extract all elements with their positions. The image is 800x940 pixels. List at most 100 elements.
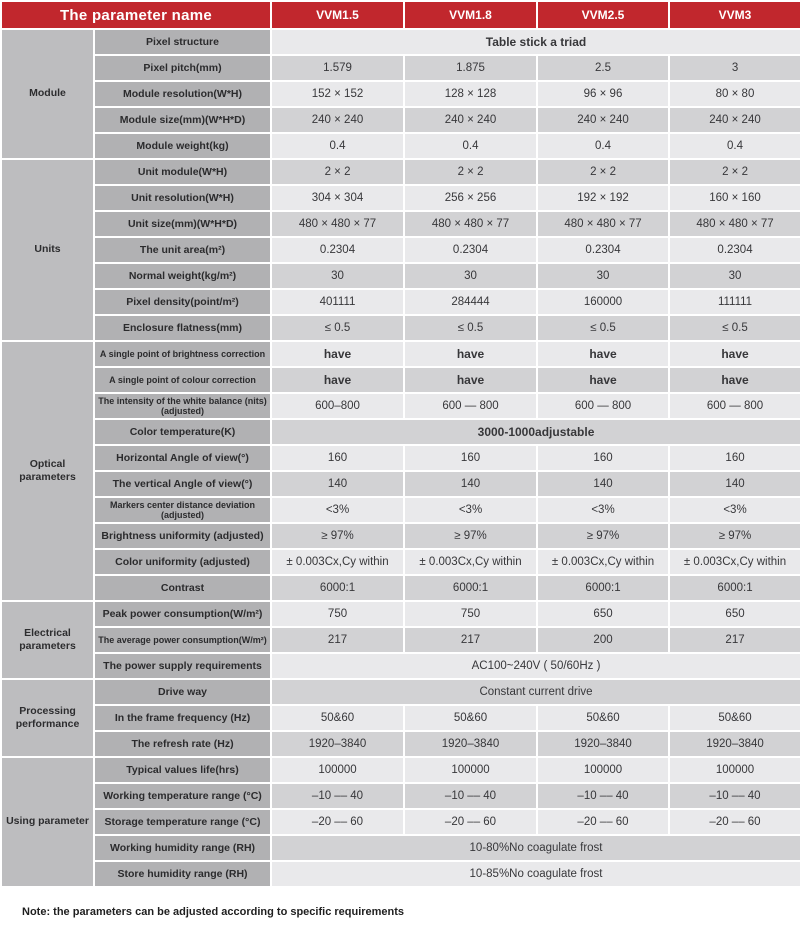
param-label: Contrast [92, 574, 273, 602]
table-row: Module Pixel structure Table stick a triad [0, 28, 800, 160]
value-cell: 160000 [536, 288, 671, 316]
value-cell: 0.2304 [403, 236, 539, 264]
value-cell: 217 [270, 626, 406, 654]
value-cell: 401111 [270, 288, 406, 316]
value-cell: 480 × 480 × 77 [668, 210, 800, 238]
param-label: The power supply requirements [92, 652, 273, 680]
table-row: A single point of colour correction have h… [1, 366, 800, 394]
param-label: Color uniformity (adjusted) [92, 548, 273, 576]
value-cell: 6000:1 [536, 574, 671, 602]
table-row: The average power consumption(W/m²) 217 21… [1, 626, 800, 654]
param-label: Pixel pitch(mm) [92, 54, 273, 82]
value-cell: 284444 [403, 288, 539, 316]
category-cell: Module [0, 28, 95, 160]
value-cell: 80 × 80 [668, 80, 800, 108]
value-cell: –20 –– 60 [403, 808, 539, 836]
param-label: Typical values life(hrs) [92, 756, 273, 784]
value-cell: 600 — 800 [668, 392, 800, 420]
spec-sheet: The parameter name VVM1.5 VVM1.8 VVM2.5 … [0, 0, 800, 918]
value-cell: 650 [668, 600, 800, 628]
value-cell: have [270, 340, 406, 368]
table-row: Unit resolution(W*H) 304 × 304 256 × 256 19… [1, 184, 800, 212]
value-cell: ≥ 97% [536, 522, 671, 550]
value-cell: 30 [403, 262, 539, 290]
value-cell: 140 [403, 470, 539, 498]
table-row: Storage temperature range (°C) –20 –– 60–… [1, 808, 800, 836]
value-cell: ≥ 97% [270, 522, 406, 550]
value-cell: 128 × 128 [403, 80, 539, 108]
value-cell: 140 [270, 470, 406, 498]
value-cell: 240 × 240 [536, 106, 671, 134]
value-cell: 2 × 2 [536, 158, 671, 186]
value-cell: ≥ 97% [668, 522, 800, 550]
value-cell: 160 × 160 [668, 184, 800, 212]
value-cell: 750 [270, 600, 406, 628]
value-cell: 111111 [668, 288, 800, 316]
table-row: Enclosure flatness(mm) ≤ 0.5 ≤ 0.5 ≤ 0.5 ≤ 0… [1, 314, 800, 342]
table-row: Optical parameters A single point of brig… [0, 340, 800, 602]
value-cell: 160 [668, 444, 800, 472]
header-row: The parameter name VVM1.5 VVM1.8 VVM2.5 … [0, 0, 800, 30]
table-row: Electrical parameters Peak power consumpt… [0, 600, 800, 680]
table-row: Color temperature(K) 3000-1000adjustable [1, 418, 800, 446]
value-cell: 304 × 304 [270, 184, 406, 212]
value-cell: 50&60 [270, 704, 406, 732]
param-label: Pixel structure [92, 28, 273, 56]
param-label: Working temperature range (°C) [92, 782, 273, 810]
value-cell: 50&60 [536, 704, 671, 732]
value-cell: –10 –– 40 [270, 782, 406, 810]
value-cell: ≤ 0.5 [668, 314, 800, 342]
value-cell: 2.5 [536, 54, 671, 82]
value-cell: 1.875 [403, 54, 539, 82]
param-label: The vertical Angle of view(°) [92, 470, 273, 498]
table-row: Color uniformity (adjusted) ± 0.003Cx,Cy … [1, 548, 800, 576]
parameter-name-header: The parameter name [0, 0, 273, 30]
table-row: Pixel density(point/m²) 401111 284444 16000… [1, 288, 800, 316]
value-cell-merged: 3000-1000adjustable [270, 418, 800, 446]
value-cell: 0.4 [270, 132, 406, 160]
table-row: Unit size(mm)(W*H*D) 480 × 480 × 77 480 × … [1, 210, 800, 238]
value-cell: 0.4 [668, 132, 800, 160]
param-label: Markers center distance deviation (adjus… [92, 496, 273, 524]
value-cell-merged: 10-85%No coagulate frost [270, 860, 800, 888]
value-cell: 240 × 240 [668, 106, 800, 134]
table-row: Working humidity range (RH) 10-80%No coag… [1, 834, 800, 862]
value-cell: <3% [536, 496, 671, 524]
param-label: Pixel density(point/m²) [92, 288, 273, 316]
value-cell: 100000 [536, 756, 671, 784]
table-row: The vertical Angle of view(°) 140 140 140 14… [1, 470, 800, 498]
param-label: Unit resolution(W*H) [92, 184, 273, 212]
param-label: Working humidity range (RH) [92, 834, 273, 862]
value-cell: 3 [668, 54, 800, 82]
value-cell: ± 0.003Cx,Cy within [403, 548, 539, 576]
value-cell: ± 0.003Cx,Cy within [668, 548, 800, 576]
value-cell: 750 [403, 600, 539, 628]
value-cell-merged: Table stick a triad [270, 28, 800, 56]
table-row: Module resolution(W*H) 152 × 152 128 × 128… [1, 80, 800, 108]
param-label: Unit size(mm)(W*H*D) [92, 210, 273, 238]
value-cell: 100000 [270, 756, 406, 784]
param-label: The unit area(m²) [92, 236, 273, 264]
value-cell: 0.2304 [270, 236, 406, 264]
value-cell: 1.579 [270, 54, 406, 82]
value-cell: 480 × 480 × 77 [270, 210, 406, 238]
value-cell: 140 [536, 470, 671, 498]
model-header-vvm2-5: VVM2.5 [536, 0, 671, 30]
model-header-vvm3: VVM3 [668, 0, 800, 30]
param-label: Store humidity range (RH) [92, 860, 273, 888]
value-cell: 140 [668, 470, 800, 498]
spec-table: The parameter name VVM1.5 VVM1.8 VVM2.5 … [0, 0, 800, 888]
param-label: Module weight(kg) [92, 132, 273, 160]
value-cell: <3% [270, 496, 406, 524]
value-cell: 200 [536, 626, 671, 654]
value-cell: 160 [536, 444, 671, 472]
value-cell: 192 × 192 [536, 184, 671, 212]
value-cell: have [668, 340, 800, 368]
value-cell: have [536, 340, 671, 368]
value-cell: ≤ 0.5 [270, 314, 406, 342]
value-cell: have [270, 366, 406, 394]
value-cell: 30 [668, 262, 800, 290]
value-cell: have [403, 366, 539, 394]
table-row: Brightness uniformity (adjusted) ≥ 97% ≥ 9… [1, 522, 800, 550]
